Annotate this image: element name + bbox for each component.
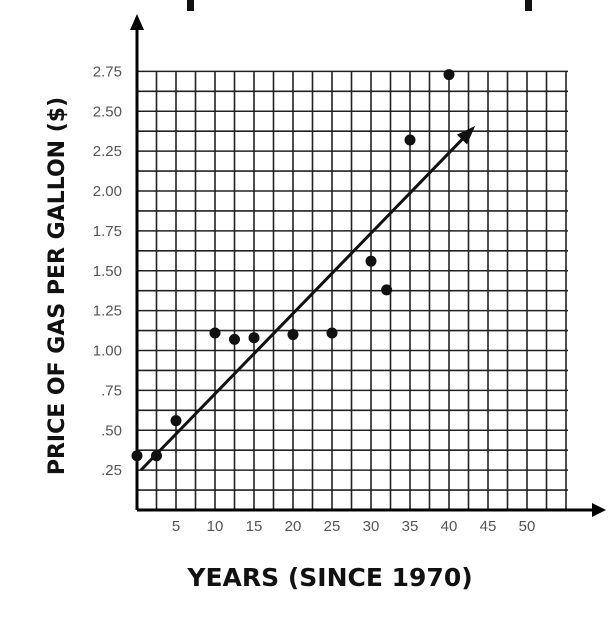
data-points: [131, 69, 455, 462]
y-tick-label: 1.50: [93, 263, 122, 280]
y-tick-label: 2.25: [93, 143, 122, 160]
data-point: [365, 255, 377, 267]
y-tick-label: 2.75: [93, 63, 122, 80]
x-tick-label: 25: [324, 518, 341, 535]
x-axis-arrow: [592, 503, 606, 517]
x-tick-label: 40: [441, 518, 458, 535]
x-tick-label: 35: [402, 518, 419, 535]
y-tick-label: 1.75: [93, 223, 122, 240]
x-tick-label: 15: [246, 518, 263, 535]
cropped-top-mark-right: [525, 0, 532, 11]
data-point: [287, 329, 299, 341]
x-tick-label: 5: [172, 518, 180, 535]
data-point: [229, 333, 240, 345]
y-axis-title: PRICE OF GAS PER GALLON ($): [45, 97, 70, 475]
x-axis-title: YEARS (SINCE 1970): [186, 563, 472, 592]
y-tick-label: 2.00: [93, 183, 122, 200]
x-tick-labels: 5 10 15 20 25 30 35 40 45 50: [172, 518, 536, 535]
y-tick-label: 1.00: [93, 343, 122, 360]
x-tick-label: 10: [207, 518, 224, 535]
y-tick-label: 1.25: [93, 303, 122, 320]
data-point: [170, 415, 182, 427]
y-tick-label: .25: [101, 462, 122, 479]
y-tick-label: 2.50: [93, 103, 122, 120]
data-point: [443, 69, 455, 81]
data-point: [131, 450, 143, 462]
axes: [130, 14, 606, 517]
cropped-top-mark-left: [187, 0, 194, 11]
data-point: [209, 327, 221, 339]
data-point: [404, 134, 416, 146]
x-tick-label: 50: [519, 518, 536, 535]
data-point: [381, 284, 393, 296]
trend-line: [139, 127, 474, 472]
y-axis-arrow: [130, 14, 144, 30]
x-tick-label: 30: [363, 518, 380, 535]
data-point: [151, 450, 162, 462]
data-point: [248, 332, 260, 344]
y-tick-label: .75: [101, 382, 122, 399]
y-tick-labels: .25 .50 .75 1.00 1.25 1.50 1.75 2.00 2.25 2.50 2.7…: [93, 63, 122, 479]
grid-lines: [137, 70, 568, 510]
trend-line-group: [139, 125, 476, 472]
x-tick-label: 45: [480, 518, 497, 535]
trend-line-arrowhead: [456, 125, 476, 145]
y-tick-label: .50: [101, 422, 122, 439]
x-tick-label: 20: [285, 518, 302, 535]
data-point: [326, 327, 338, 339]
